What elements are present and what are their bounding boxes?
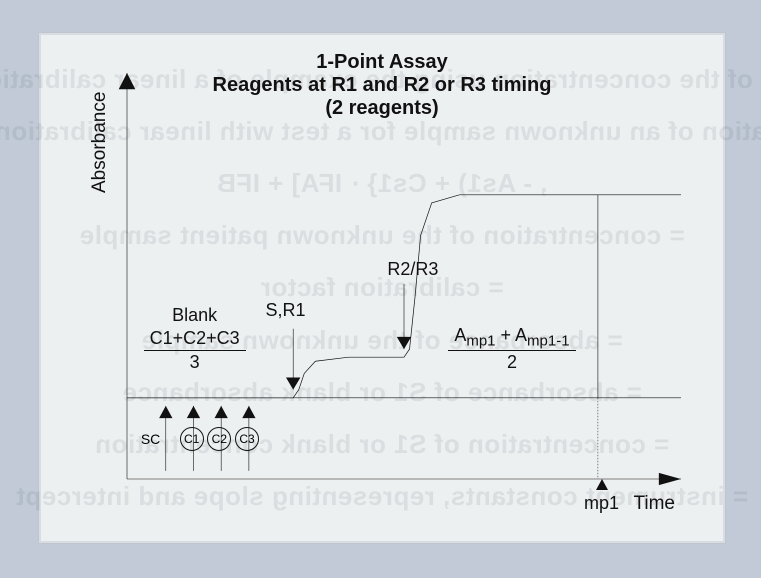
plot-area: Blank C1+C2+C3 3 Amp1 + Amp1-1 2 S,R1 R2… [127,73,681,479]
blank-denominator: 3 [144,351,246,373]
calib-circle-c1: C1 [180,427,204,451]
x-axis-label: Time [633,493,675,515]
sr1-label: S,R1 [266,300,306,321]
amp-formula: Amp1 + Amp1-1 2 [448,325,575,374]
calib-circle-c3: C3 [235,427,259,451]
title-line: 1-Point Assay [39,51,725,74]
blank-formula: Blank C1+C2+C3 3 [144,305,246,373]
amp-denominator: 2 [448,351,575,373]
mp1-triangle-icon [596,479,608,490]
sc-label: SC [141,431,160,447]
amp-numerator: Amp1 + Amp1-1 [448,325,575,352]
r2r3-label: R2/R3 [387,259,438,280]
calib-circle-c2: C2 [207,427,231,451]
blank-numerator: C1+C2+C3 [144,328,246,351]
blank-caption: Blank [144,305,246,326]
mp1-marker: mp1 [584,479,619,514]
figure-panel: n of the concentration using the example… [38,32,726,544]
mp1-label: mp1 [584,493,619,513]
y-axis-label: Absorbance [89,92,111,193]
